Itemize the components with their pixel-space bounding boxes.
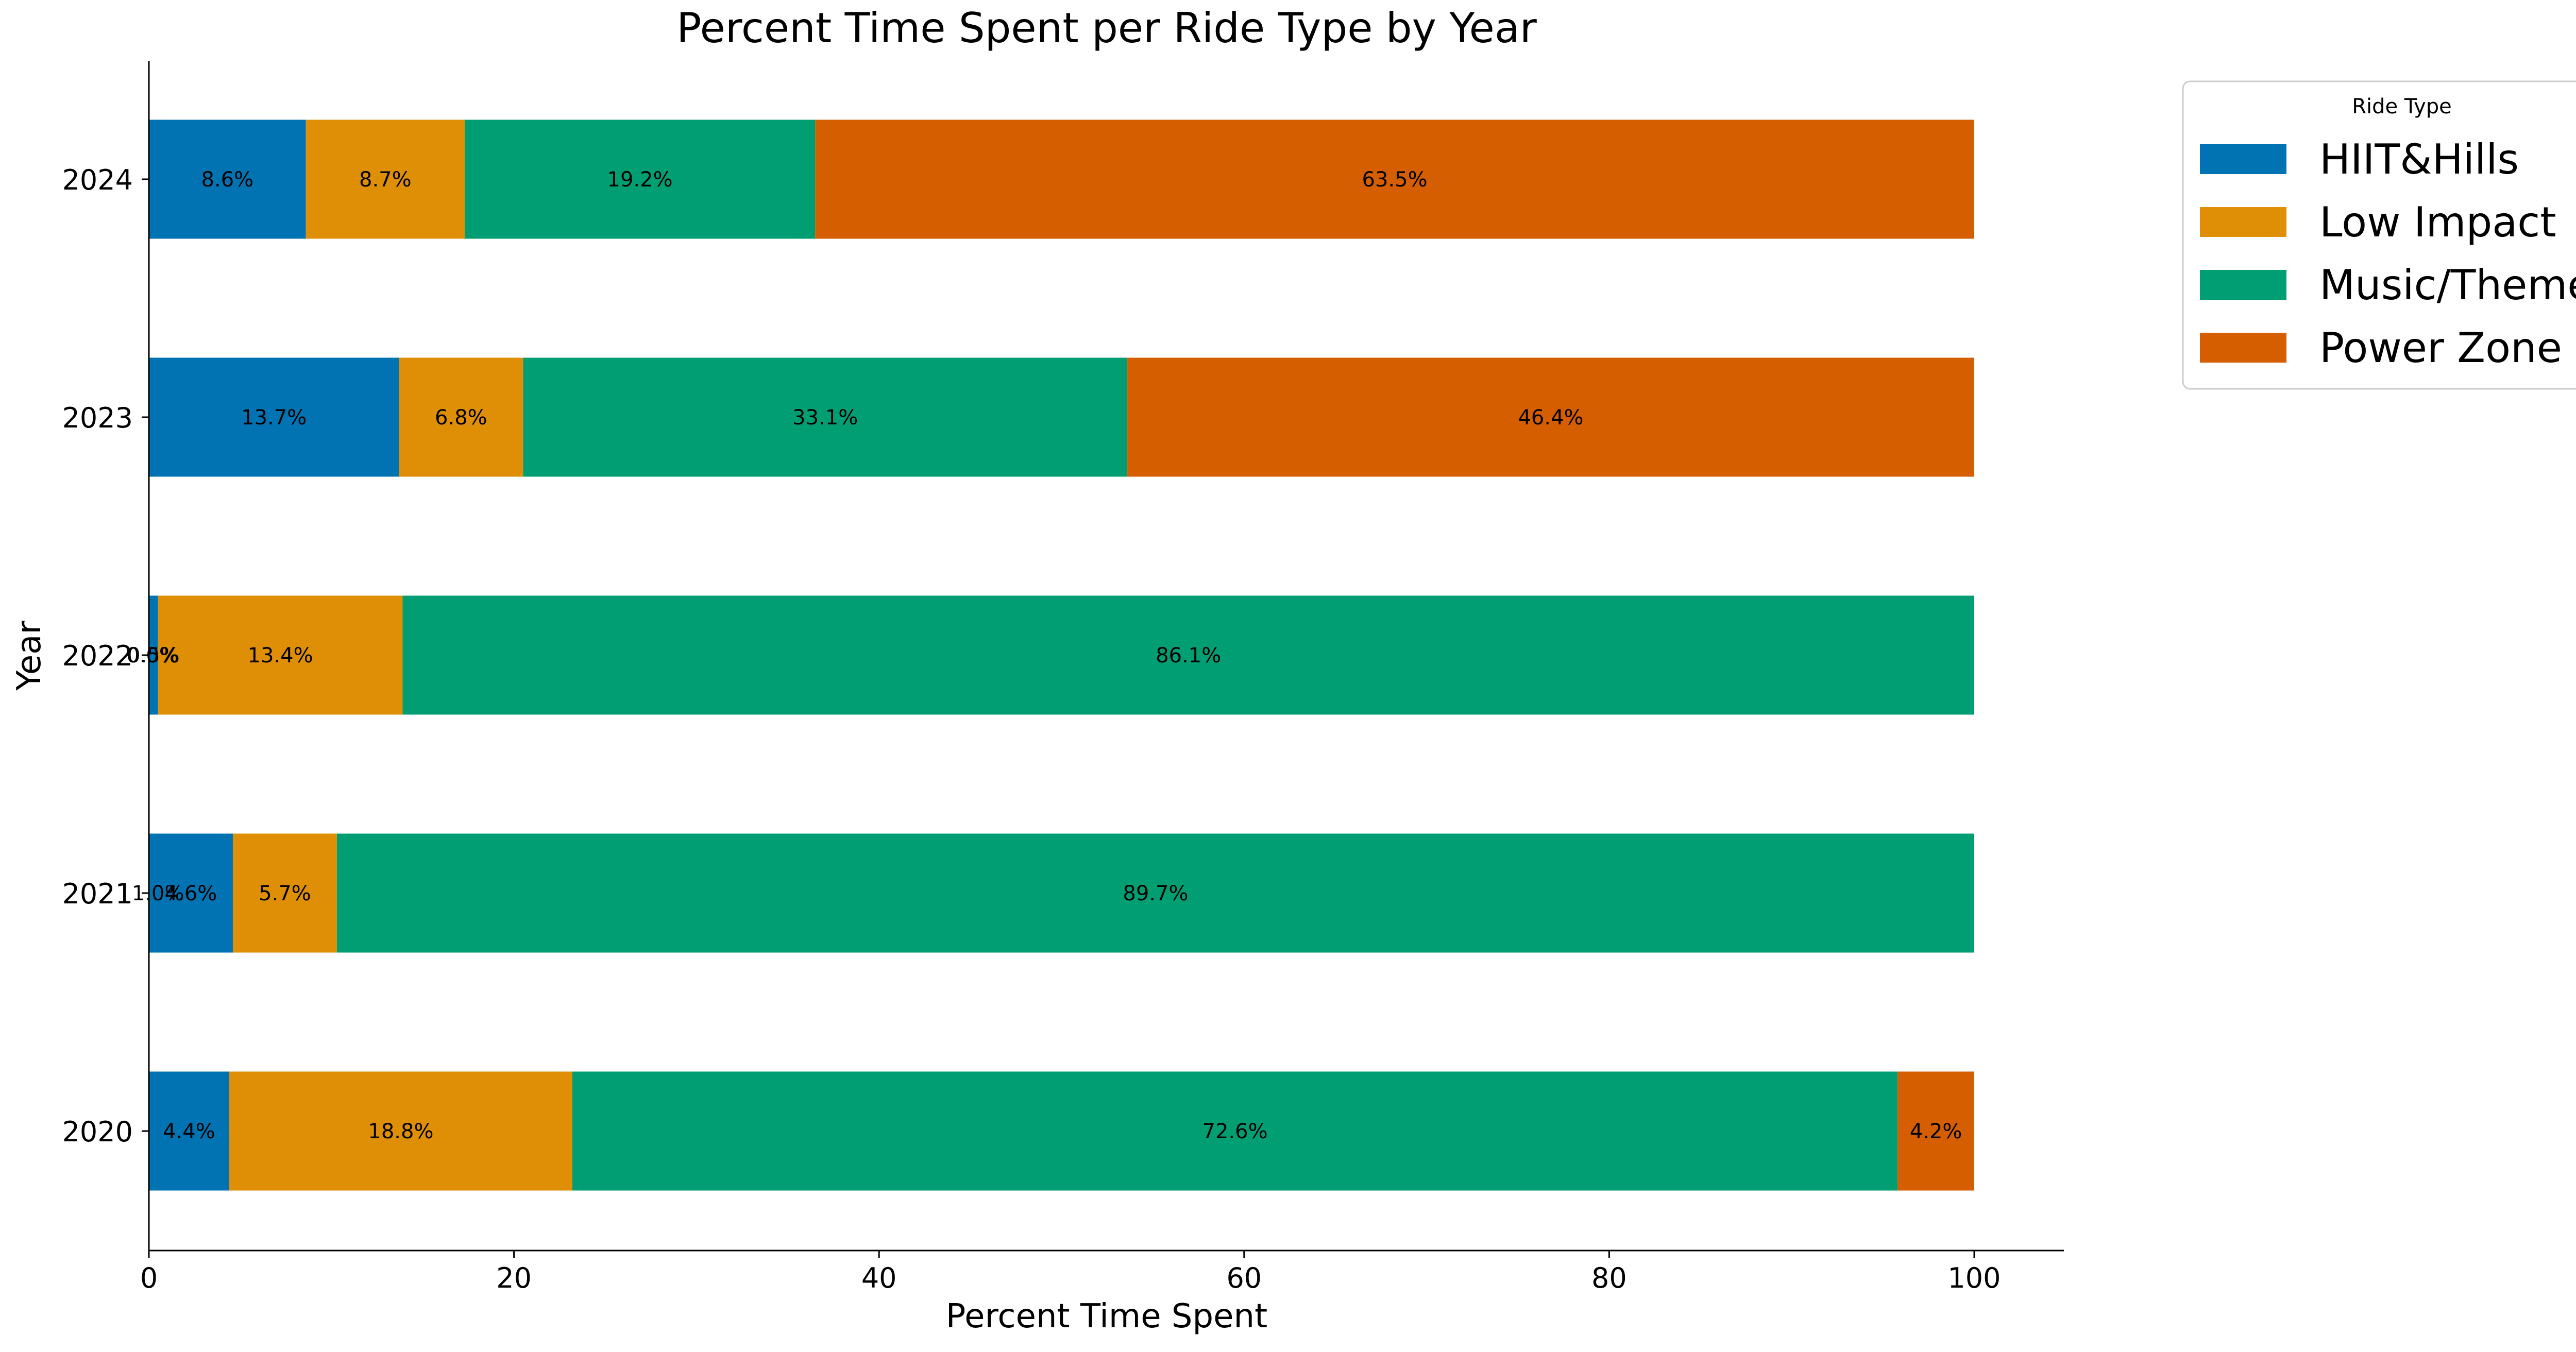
bar-segment <box>402 595 1974 715</box>
legend-label: Low Impact <box>2319 198 2556 246</box>
legend-title: Ride Type <box>2352 95 2452 118</box>
bar-segment <box>158 595 403 715</box>
y-axis-label: Year <box>10 621 48 691</box>
legend-items: HIIT&Hills Low Impact Music/Theme Power Zon… <box>2200 135 2576 372</box>
x-axis-label: Percent Time Spent <box>946 1297 1267 1336</box>
bar-segment <box>572 1071 1898 1191</box>
legend-label: HIIT&Hills <box>2319 135 2519 183</box>
bar-segment <box>1897 1071 1974 1191</box>
bar-segment <box>399 357 523 477</box>
y-tick-label: 2021 <box>62 878 133 910</box>
bar-segment <box>149 1071 229 1191</box>
x-tick-label: 0 <box>140 1262 158 1294</box>
bar-value-label: 4.2% <box>1910 1120 1962 1143</box>
bar-value-label: 0.0% <box>126 644 179 668</box>
bar-value-label: 72.6% <box>1202 1120 1268 1143</box>
bar-segment <box>149 595 158 715</box>
bar-value-label: 0.5% <box>127 644 180 668</box>
bar-value-label: 63.5% <box>1362 168 1428 192</box>
bar-value-label: 8.7% <box>359 168 412 192</box>
x-tick-label: 20 <box>496 1262 532 1294</box>
bar-value-label: 86.1% <box>1156 644 1221 668</box>
bar-segment <box>149 833 233 953</box>
bar-value-label: 89.7% <box>1123 882 1188 905</box>
bar-segment <box>306 119 465 239</box>
bar-value-label: 13.7% <box>241 406 307 430</box>
y-ticks-group: 2020 2021 2022 2023 2024 <box>62 164 149 1148</box>
bar-value-label: 13.4% <box>248 644 313 668</box>
bar-value-label: 8.6% <box>201 168 254 192</box>
bars-group <box>149 119 1975 1191</box>
x-tick-label: 80 <box>1591 1262 1627 1294</box>
bar-value-label: 6.8% <box>435 406 487 430</box>
bar-segment <box>149 357 399 477</box>
bar-value-label: 33.1% <box>792 406 858 430</box>
y-tick-label: 2023 <box>62 402 133 434</box>
bar-segment <box>1127 357 1974 477</box>
y-tick-label: 2020 <box>62 1116 133 1148</box>
x-tick-label: 100 <box>1947 1262 2001 1294</box>
bar-value-label: 4.6% <box>165 882 217 905</box>
x-tick-label: 60 <box>1226 1262 1262 1294</box>
bar-segment <box>229 1071 572 1191</box>
legend-swatch <box>2200 144 2286 174</box>
bar-value-label: 19.2% <box>607 168 673 192</box>
bar-value-label: 18.8% <box>368 1120 433 1143</box>
x-tick-label: 40 <box>861 1262 897 1294</box>
legend-swatch <box>2200 207 2286 237</box>
bar-value-label: 4.4% <box>163 1120 215 1143</box>
bar-segment <box>464 119 816 239</box>
bar-value-label: 1.0% <box>132 882 184 905</box>
x-ticks-group: 0 20 40 60 80 100 <box>140 1251 2001 1294</box>
bar-segment <box>336 833 1975 953</box>
legend-swatch <box>2200 270 2286 300</box>
bar-value-label: 5.7% <box>259 882 311 905</box>
bar-segment <box>815 119 1975 239</box>
bar-segment <box>149 119 306 239</box>
y-tick-label: 2024 <box>62 164 133 196</box>
legend-label: Power Zone <box>2319 324 2562 372</box>
bar-value-label: 46.4% <box>1518 406 1583 430</box>
bar-labels-group: 4.4% 18.8% 72.6% 4.2% 4.6% 5.7% 89.7% 0.5% 13.4%… <box>126 168 1962 1143</box>
bar-segment <box>232 833 337 953</box>
bar-segment <box>523 357 1128 477</box>
legend-swatch <box>2200 333 2286 363</box>
legend: Ride Type HIIT&Hills Low Impact Music/Them… <box>2182 80 2576 390</box>
chart-title: Percent Time Spent per Ride Type by Year <box>676 4 1537 52</box>
y-tick-label: 2022 <box>62 640 133 672</box>
legend-label: Music/Theme <box>2319 261 2576 309</box>
